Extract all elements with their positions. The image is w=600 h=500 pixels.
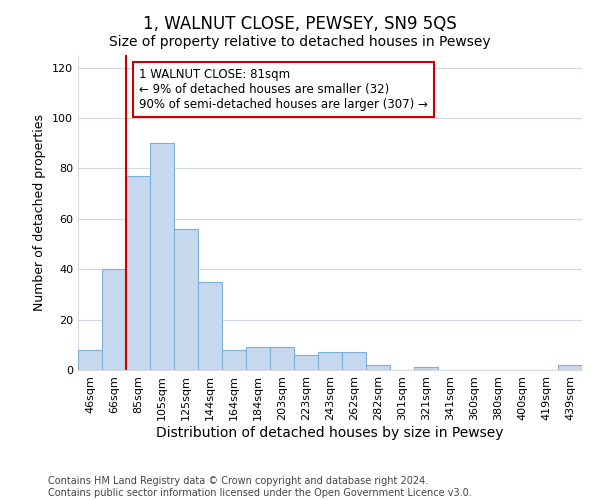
Text: 1, WALNUT CLOSE, PEWSEY, SN9 5QS: 1, WALNUT CLOSE, PEWSEY, SN9 5QS — [143, 15, 457, 33]
Bar — [342, 352, 366, 370]
Bar — [78, 350, 102, 370]
Text: Size of property relative to detached houses in Pewsey: Size of property relative to detached ho… — [109, 35, 491, 49]
Bar — [270, 348, 294, 370]
Bar — [102, 269, 126, 370]
Bar — [198, 282, 222, 370]
Bar — [414, 368, 438, 370]
Bar — [318, 352, 342, 370]
Text: 1 WALNUT CLOSE: 81sqm
← 9% of detached houses are smaller (32)
90% of semi-detac: 1 WALNUT CLOSE: 81sqm ← 9% of detached h… — [139, 68, 428, 110]
Bar — [366, 365, 390, 370]
Bar — [126, 176, 150, 370]
Bar — [558, 365, 582, 370]
Bar — [294, 355, 318, 370]
Bar — [246, 348, 270, 370]
Text: Contains HM Land Registry data © Crown copyright and database right 2024.
Contai: Contains HM Land Registry data © Crown c… — [48, 476, 472, 498]
Y-axis label: Number of detached properties: Number of detached properties — [34, 114, 46, 311]
Bar — [150, 143, 174, 370]
Bar — [174, 229, 198, 370]
X-axis label: Distribution of detached houses by size in Pewsey: Distribution of detached houses by size … — [156, 426, 504, 440]
Bar — [222, 350, 246, 370]
